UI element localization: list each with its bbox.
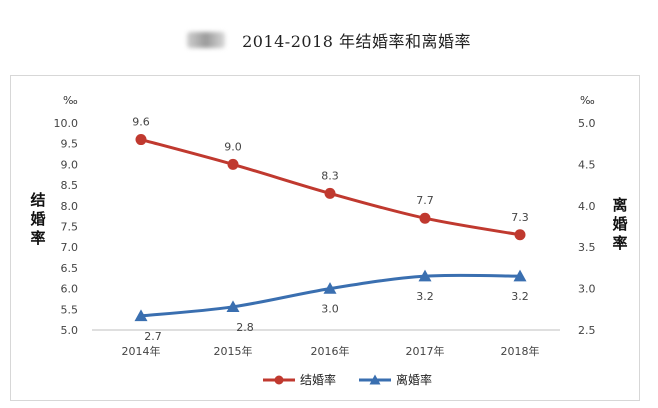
legend-marriage-label: 结婚率 — [300, 372, 336, 387]
y-left-tick-label: 9.0 — [61, 158, 79, 171]
x-tick-label: 2015年 — [214, 344, 253, 358]
y-left-axis-title-char: 率 — [30, 229, 45, 247]
marriage-rate-data-label: 8.3 — [321, 169, 339, 182]
y-right-tick-label: 4.5 — [578, 158, 596, 171]
divorce-rate-point — [323, 282, 337, 294]
marriage-rate-point — [227, 158, 239, 170]
y-right-tick-label: 2.5 — [578, 324, 596, 337]
y-left-tick-label: 7.5 — [61, 221, 79, 234]
divorce-rate-data-label: 3.0 — [321, 303, 339, 316]
divorce-rate-data-label: 2.8 — [236, 321, 254, 334]
divorce-rate-data-label: 2.7 — [144, 330, 162, 343]
y-right-axis-title-char: 婚 — [612, 215, 627, 233]
blurred-logo — [186, 32, 225, 48]
y-right-tick-label: 3.0 — [578, 283, 596, 296]
divorce-rate-data-label: 3.2 — [416, 290, 434, 303]
legend-divorce-label: 离婚率 — [396, 372, 432, 387]
divorce-rate-point — [418, 269, 432, 282]
chart-title: 2014-2018 年结婚率和离婚率 — [242, 32, 472, 51]
divorce-rate-point — [134, 309, 148, 322]
x-tick-label: 2018年 — [501, 344, 540, 358]
y-right-axis-title-char: 率 — [612, 234, 627, 252]
y-left-axis-title-char: 结 — [30, 191, 45, 209]
y-left-unit: ‰ — [63, 94, 78, 107]
chart-frame — [10, 75, 640, 401]
x-tick-label: 2016年 — [311, 344, 350, 358]
marriage-rate-data-label: 7.3 — [511, 211, 529, 224]
y-left-tick-label: 10.0 — [54, 117, 79, 130]
x-tick-label: 2017年 — [406, 344, 445, 358]
y-right-axis-title-char: 离 — [612, 196, 627, 214]
y-right-unit: ‰ — [580, 94, 595, 107]
legend-divorce-marker — [369, 374, 381, 385]
divorce-rate-point — [513, 269, 527, 282]
divorce-rate-point — [226, 300, 240, 313]
x-tick-label: 2014年 — [122, 344, 161, 358]
marriage-rate-data-label: 9.6 — [132, 116, 150, 129]
y-left-tick-label: 5.5 — [61, 303, 79, 316]
y-left-axis-title-char: 婚 — [30, 210, 45, 228]
marriage-rate-point — [135, 134, 147, 146]
divorce-rate-data-label: 3.2 — [511, 290, 529, 303]
y-right-tick-label: 3.5 — [578, 241, 596, 254]
legend-marriage-marker — [274, 375, 284, 385]
marriage-rate-point — [324, 187, 336, 199]
title-row: 2014-2018 年结婚率和离婚率 — [0, 28, 658, 52]
marriage-rate-data-label: 7.7 — [416, 194, 434, 207]
marriage-rate-data-label: 9.0 — [224, 140, 242, 153]
y-left-tick-label: 9.5 — [61, 138, 79, 151]
y-right-tick-label: 4.0 — [578, 200, 596, 213]
y-left-tick-label: 7.0 — [61, 241, 79, 254]
y-left-tick-label: 8.5 — [61, 179, 79, 192]
marriage-rate-point — [514, 229, 526, 241]
y-left-tick-label: 6.5 — [61, 262, 79, 275]
y-right-tick-label: 5.0 — [578, 117, 596, 130]
series-line-1 — [140, 138, 521, 237]
y-left-tick-label: 8.0 — [61, 200, 79, 213]
y-left-tick-label: 5.0 — [61, 324, 79, 337]
marriage-rate-point — [419, 212, 431, 224]
y-left-tick-label: 6.0 — [61, 283, 79, 296]
